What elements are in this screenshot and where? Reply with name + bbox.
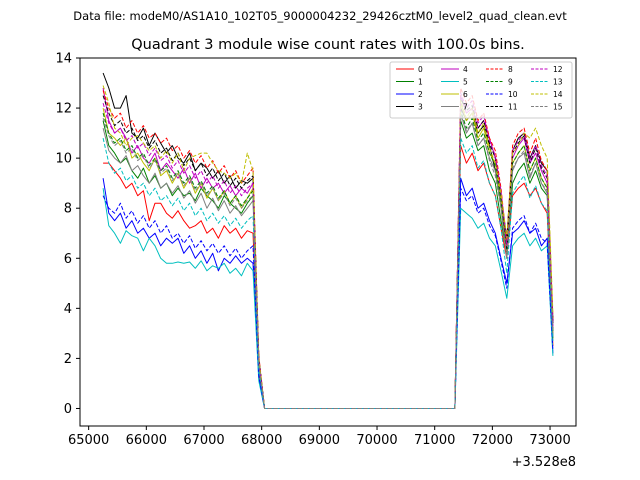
series-line-13	[102, 137, 554, 409]
x-tick-label: 73000	[529, 433, 570, 448]
x-tick-label: 71000	[414, 433, 455, 448]
series-line-11	[102, 95, 554, 409]
series-line-12	[102, 92, 554, 409]
x-axis: 65000 66000 67000 68000 69000 70000 71000 72000…	[68, 426, 571, 448]
y-tick-label: 10	[55, 152, 72, 167]
suptitle: Data file: modeM0/AS1A10_102T05_90000042…	[73, 9, 567, 23]
x-tick-label: 66000	[126, 433, 167, 448]
y-tick-label: 14	[55, 52, 72, 67]
chart-title: Quadrant 3 module wise count rates with …	[131, 37, 525, 53]
y-tick-label: 2	[64, 352, 72, 367]
legend-label-15: 15	[553, 102, 563, 111]
series-line-9	[102, 110, 554, 409]
series-line-5	[102, 188, 554, 409]
legend-label-0: 0	[418, 65, 423, 74]
legend-label-7: 7	[463, 102, 468, 111]
x-tick-label: 68000	[241, 433, 282, 448]
x-tick-label: 70000	[356, 433, 397, 448]
plot-area	[102, 72, 554, 409]
series-line-10	[102, 187, 554, 409]
legend-label-11: 11	[508, 102, 518, 111]
series-line-8	[102, 87, 554, 409]
y-tick-label: 12	[55, 102, 72, 117]
series-line-14	[102, 85, 554, 409]
legend-label-13: 13	[553, 77, 563, 86]
legend-label-1: 1	[418, 77, 423, 86]
x-tick-label: 69000	[299, 433, 340, 448]
y-tick-label: 6	[64, 252, 72, 267]
x-tick-label: 65000	[68, 433, 109, 448]
x-offset-label: +3.528e8	[512, 455, 576, 470]
legend-label-8: 8	[508, 65, 513, 74]
legend-label-4: 4	[463, 65, 468, 74]
legend-label-6: 6	[463, 90, 468, 99]
y-tick-label: 4	[64, 302, 72, 317]
legend-label-14: 14	[553, 90, 563, 99]
y-tick-label: 8	[64, 202, 72, 217]
y-axis: 0 2 4 6 8 10 12 14	[55, 52, 80, 417]
x-tick-label: 67000	[183, 433, 224, 448]
legend-label-5: 5	[463, 77, 468, 86]
legend-label-2: 2	[418, 90, 423, 99]
legend-label-12: 12	[553, 65, 563, 74]
legend-label-3: 3	[418, 102, 423, 111]
legend-box	[389, 61, 573, 119]
y-tick-label: 0	[64, 402, 72, 417]
series-line-15	[102, 115, 554, 409]
axes-frame	[79, 57, 577, 427]
legend-label-10: 10	[508, 90, 518, 99]
x-tick-label: 72000	[472, 433, 513, 448]
legend-label-9: 9	[508, 77, 513, 86]
